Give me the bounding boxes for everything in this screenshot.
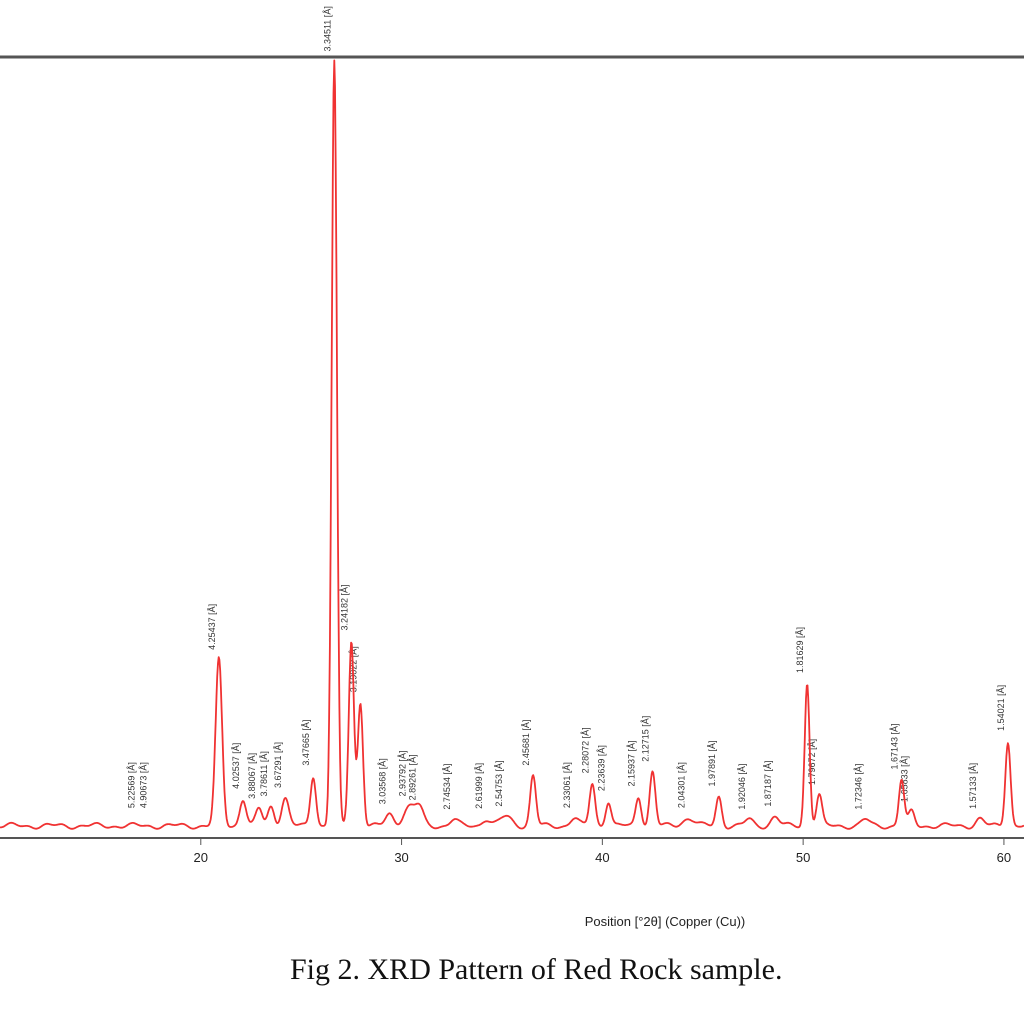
- peak-label: 1.57133 [Å]: [968, 763, 978, 809]
- peak-label: 1.87187 [Å]: [763, 761, 773, 807]
- peak-label: 3.67291 [Å]: [273, 742, 283, 788]
- peak-label: 2.54753 [Å]: [494, 761, 504, 807]
- x-tick-label: 30: [394, 850, 408, 865]
- peak-label: 1.97891 [Å]: [707, 740, 717, 786]
- peak-label: 2.93792 [Å]: [398, 750, 408, 796]
- peak-label: 1.92046 [Å]: [737, 764, 747, 810]
- peak-label: 2.33061 [Å]: [562, 762, 572, 808]
- peak-label: 4.90673 [Å]: [139, 762, 149, 808]
- x-tick-label: 60: [997, 850, 1011, 865]
- peak-label: 3.24182 [Å]: [339, 584, 349, 630]
- peak-label: 3.47665 [Å]: [301, 720, 311, 766]
- xrd-pattern-line: [0, 59, 1024, 830]
- peak-label: 1.67143 [Å]: [890, 723, 900, 769]
- peak-label: 1.81629 [Å]: [795, 627, 805, 673]
- x-axis-ticks: 20 30 40 50 60: [194, 838, 1011, 865]
- peak-label: 1.72346 [Å]: [853, 764, 863, 810]
- peak-label: 5.22569 [Å]: [127, 762, 137, 808]
- peak-label: 1.54021 [Å]: [996, 685, 1006, 731]
- peak-label: 2.12715 [Å]: [641, 716, 651, 762]
- peak-label: 2.45681 [Å]: [521, 720, 531, 766]
- peak-label: 1.65833 [Å]: [900, 756, 910, 802]
- x-axis-title: Position [°2θ] (Copper (Cu)): [585, 914, 746, 929]
- peak-label: 1.79672 [Å]: [807, 739, 817, 785]
- x-tick-label: 20: [194, 850, 208, 865]
- peak-label: 2.23639 [Å]: [596, 745, 606, 791]
- peak-label: 2.61999 [Å]: [474, 763, 484, 809]
- peak-label: 2.04301 [Å]: [677, 762, 687, 808]
- peak-label: 4.02537 [Å]: [231, 743, 241, 789]
- peak-label: 4.25437 [Å]: [207, 604, 217, 650]
- peak-label: 2.15937 [Å]: [626, 740, 636, 786]
- peak-label: 3.88067 [Å]: [247, 753, 257, 799]
- x-tick-label: 50: [796, 850, 810, 865]
- peak-label: 2.89261 [Å]: [408, 754, 418, 800]
- figure-caption: Fig 2. XRD Pattern of Red Rock sample.: [290, 953, 783, 986]
- plot-frame: [0, 55, 1024, 839]
- peak-label: 3.78611 [Å]: [259, 751, 269, 796]
- peak-label: 3.03568 [Å]: [378, 758, 388, 804]
- x-tick-label: 40: [595, 850, 609, 865]
- peak-label: 2.74534 [Å]: [442, 764, 452, 810]
- peak-labels: 4.25437 [Å] 4.02537 [Å] 3.88067 [Å] 3.78611…: [127, 6, 1006, 809]
- peak-label: 3.34511 [Å]: [322, 6, 332, 51]
- peak-label: 2.28072 [Å]: [580, 727, 590, 773]
